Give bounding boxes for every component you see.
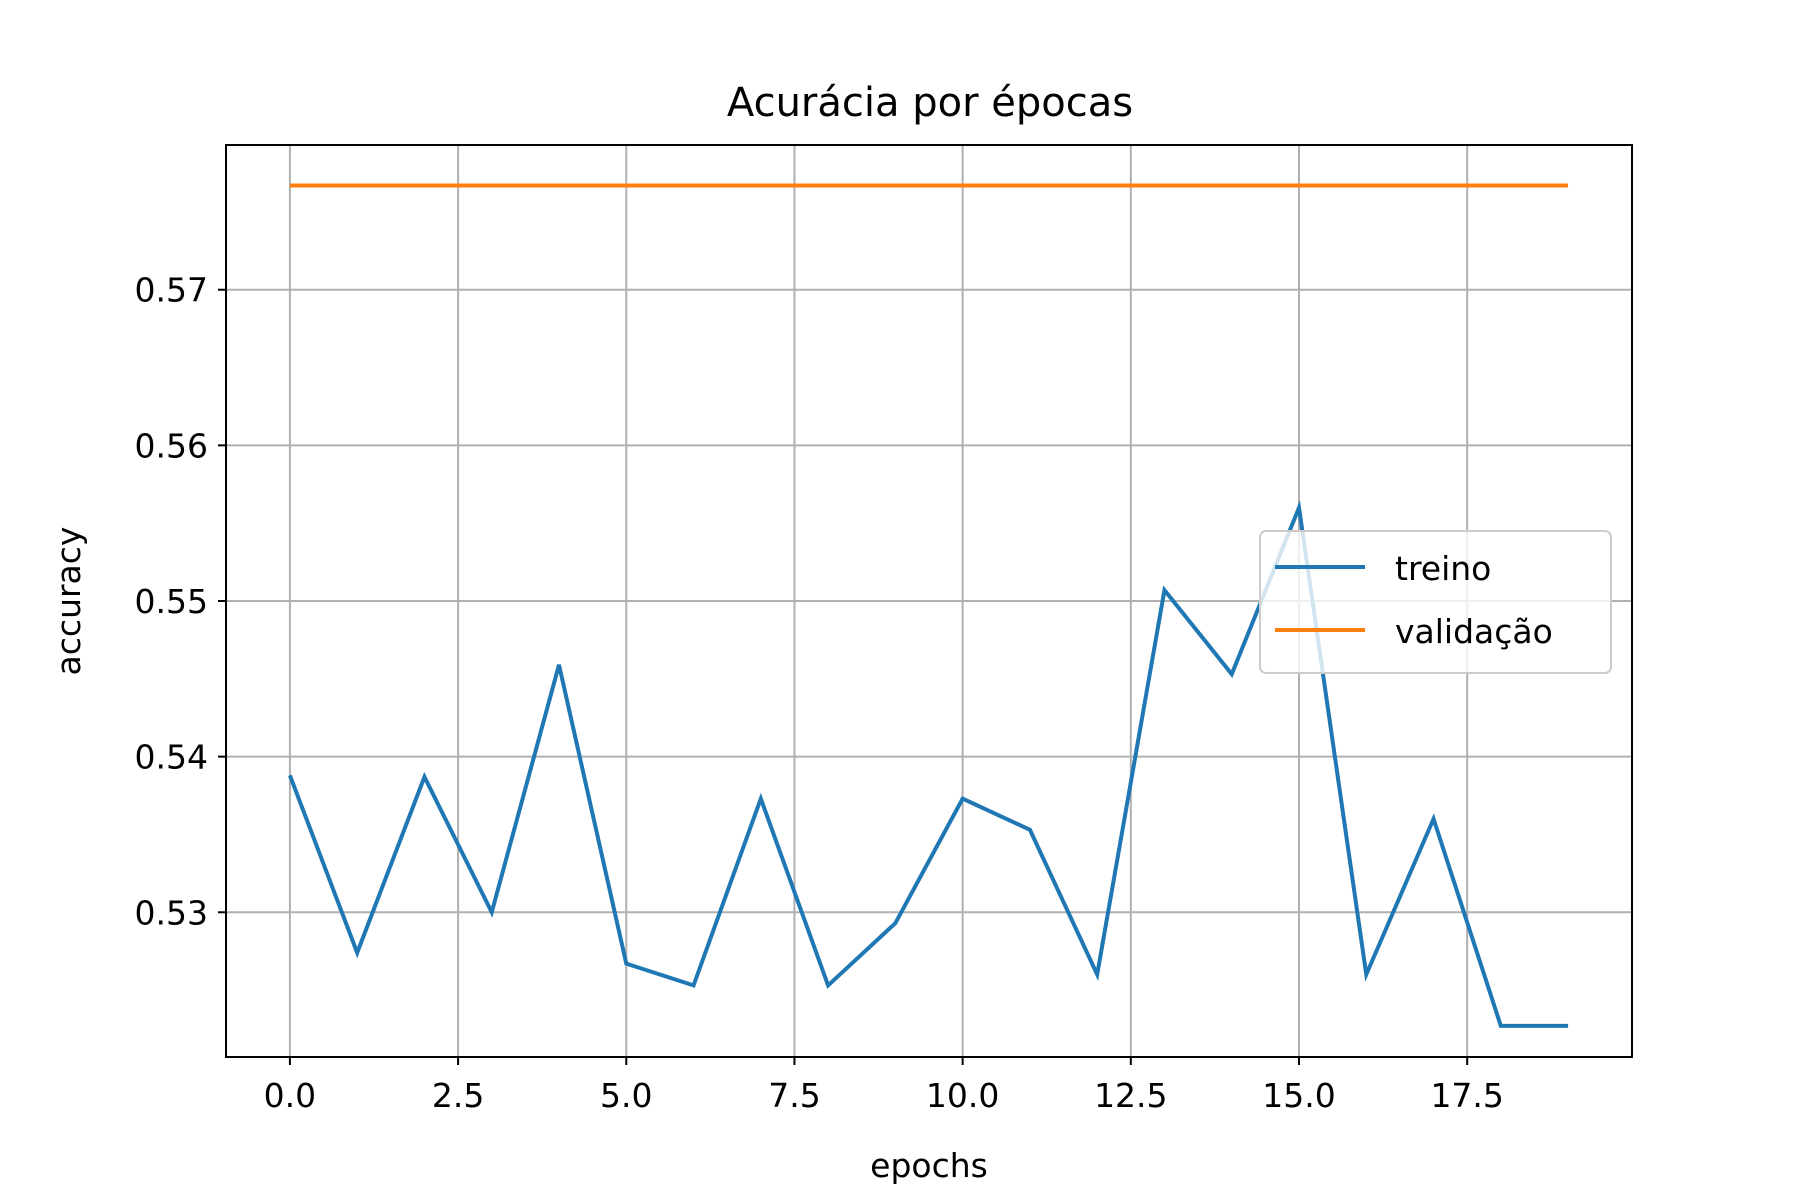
legend-label-validacao: validação: [1395, 612, 1553, 651]
x-tick-label: 15.0: [1262, 1076, 1335, 1115]
axis-ticks: 0.0 2.5 5.0 7.5 10.0 12.5 15.0 17.5 0.53 0.54 0.55…: [135, 271, 1504, 1115]
x-tick-label: 2.5: [432, 1076, 484, 1115]
x-tick-label: 5.0: [600, 1076, 652, 1115]
y-tick-label: 0.56: [135, 426, 208, 465]
y-tick-label: 0.57: [135, 271, 208, 310]
y-tick-label: 0.54: [135, 738, 208, 777]
x-tick-label: 12.5: [1094, 1076, 1167, 1115]
x-tick-label: 7.5: [768, 1076, 820, 1115]
series-lines: [288, 183, 1569, 1028]
y-tick-label: 0.53: [135, 893, 208, 932]
x-axis-title: epochs: [870, 1146, 988, 1185]
y-tick-label: 0.55: [135, 582, 208, 621]
x-tick-label: 10.0: [926, 1076, 999, 1115]
y-axis-title: accuracy: [49, 527, 88, 676]
x-tick-label: 17.5: [1430, 1076, 1503, 1115]
chart-title: Acurácia por épocas: [727, 80, 1133, 126]
legend: treino validação: [1259, 530, 1612, 674]
series-line-treino: [288, 499, 1569, 1028]
legend-label-treino: treino: [1395, 549, 1491, 588]
x-tick-label: 0.0: [264, 1076, 316, 1115]
